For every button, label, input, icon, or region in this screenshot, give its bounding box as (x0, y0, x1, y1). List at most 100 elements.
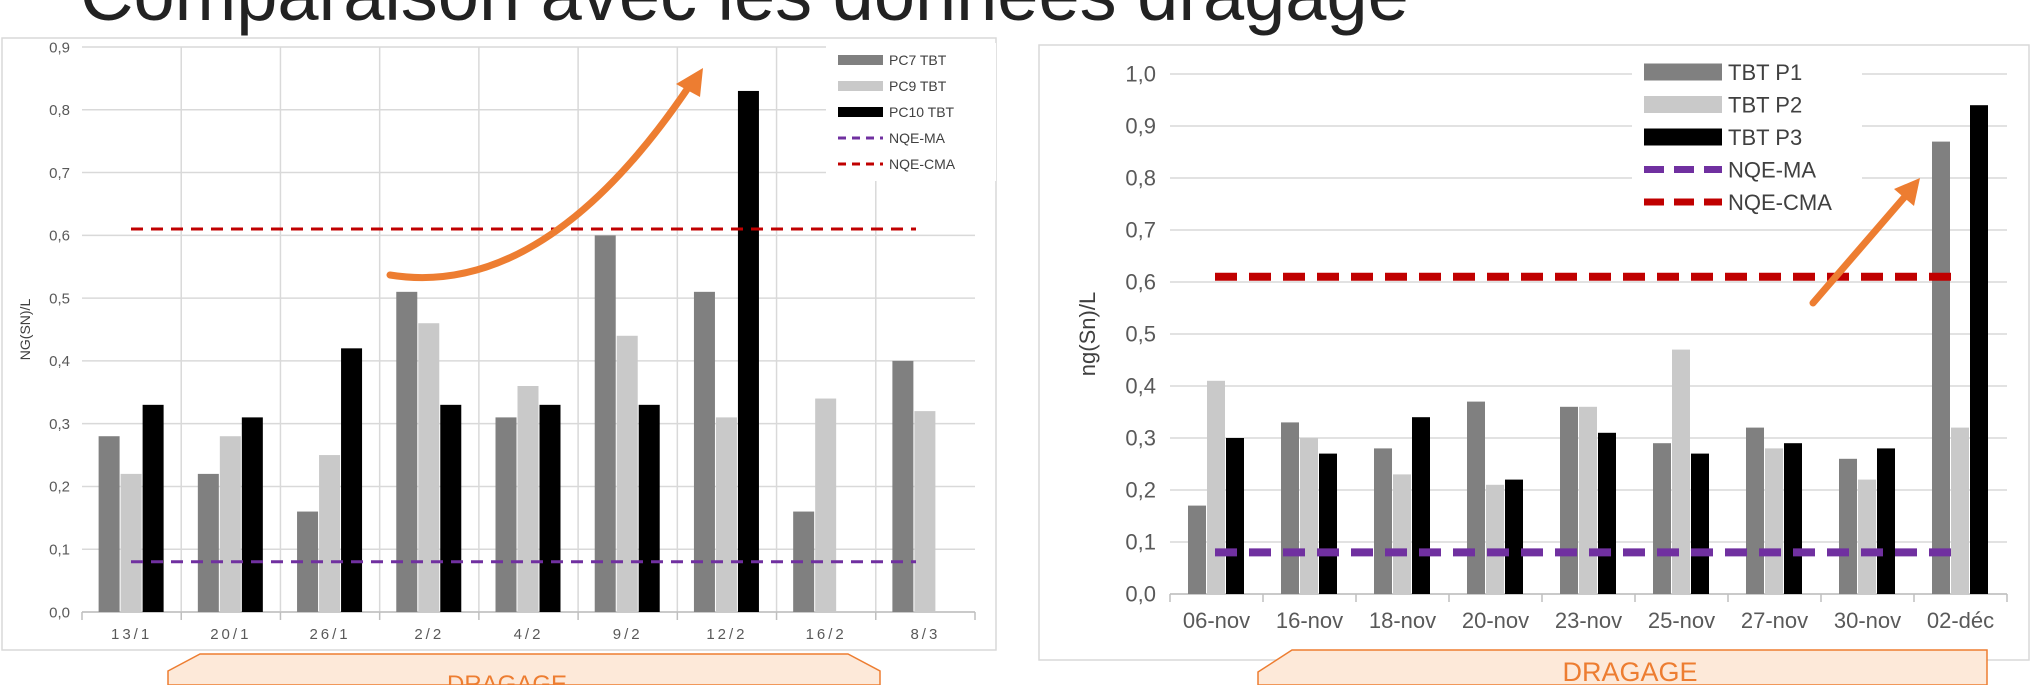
x-tick-label: 20-nov (1462, 608, 1529, 633)
bar-pc7-tbt (396, 291, 418, 612)
bar-pc10-tbt (241, 417, 263, 612)
legend-label: PC7 TBT (889, 52, 947, 68)
legend-label: NQE-MA (889, 130, 946, 146)
y-axis-label: ng(Sn)/L (1075, 292, 1100, 376)
trend-arrow (386, 81, 694, 282)
bar-tbt-p3 (1877, 448, 1895, 594)
bar-tbt-p3 (1598, 432, 1616, 594)
left-chart-panel: 0,0 0,1 0,2 0,3 0,4 0,5 0,6 0,7 0,8 0,9 13/1 20/1 26… (0, 0, 1000, 690)
legend-label: TBT P1 (1728, 60, 1802, 85)
y-tick-label: 0,2 (1125, 478, 1156, 503)
bar-pc9-tbt (319, 455, 341, 612)
legend-swatch (838, 81, 883, 91)
y-tick-label: 0,0 (49, 604, 70, 621)
bar-tbt-p1 (1932, 141, 1950, 594)
x-tick-label: 2/2 (414, 626, 444, 643)
bar-tbt-p1 (1653, 443, 1671, 594)
bar-tbt-p2 (1951, 427, 1969, 594)
bar-tbt-p3 (1970, 105, 1988, 594)
y-tick-label: 0,5 (49, 290, 70, 307)
x-tick-label: 13/1 (111, 626, 152, 643)
bar-pc9-tbt (120, 473, 142, 612)
bar-tbt-p2 (1486, 484, 1504, 594)
x-tick-label: 06-nov (1183, 608, 1250, 633)
bar-tbt-p3 (1784, 443, 1802, 594)
trend-arrow-head (676, 68, 703, 97)
bar-pc7-tbt (693, 291, 715, 612)
x-tick-label: 9/2 (613, 626, 643, 643)
legend-label: PC10 TBT (889, 104, 955, 120)
dredging-label: DRAGAGE (1562, 657, 1697, 685)
bar-tbt-p2 (1207, 380, 1225, 594)
y-tick-label: 0,4 (49, 353, 70, 370)
x-tick-label: 8/3 (910, 626, 940, 643)
bar-tbt-p3 (1226, 438, 1244, 594)
x-tick-label: 18-nov (1369, 608, 1436, 633)
x-tick-label: 26/1 (309, 626, 350, 643)
bar-pc7-tbt (197, 473, 219, 612)
bar-tbt-p1 (1281, 422, 1299, 594)
x-tick-label: 4/2 (514, 626, 544, 643)
legend-label: NQE-CMA (1728, 190, 1832, 215)
legend-swatch (838, 55, 883, 65)
legend-label: NQE-CMA (889, 156, 956, 172)
bar-tbt-p3 (1412, 417, 1430, 594)
y-tick-label: 0,7 (1125, 218, 1156, 243)
bar-tbt-p2 (1765, 448, 1783, 594)
bar-pc10-tbt (341, 348, 363, 612)
bar-pc7-tbt (892, 360, 914, 612)
trend-arrow-head (1894, 178, 1920, 206)
x-tick-label: 30-nov (1834, 608, 1901, 633)
bar-pc9-tbt (715, 417, 737, 612)
y-tick-label: 0,9 (1125, 114, 1156, 139)
y-tick-label: 0,1 (49, 541, 70, 558)
x-tick-label: 23-nov (1555, 608, 1622, 633)
x-tick-label: 27-nov (1741, 608, 1808, 633)
right-chart: 0,0 0,1 0,2 0,3 0,4 0,5 0,6 0,7 0,8 0,9 1,0 06-nov 1… (1038, 44, 2030, 687)
bar-pc9-tbt (418, 323, 440, 612)
y-tick-label: 0,3 (49, 416, 70, 433)
y-tick-label: 0,7 (49, 165, 70, 182)
bar-pc10-tbt (638, 404, 660, 612)
bar-tbt-p2 (1579, 406, 1597, 594)
legend-swatch (1644, 128, 1722, 146)
legend-label: NQE-MA (1728, 157, 1816, 182)
legend-label: TBT P2 (1728, 92, 1802, 117)
bar-pc10-tbt (142, 404, 164, 612)
bar-tbt-p2 (1300, 438, 1318, 594)
bar-tbt-p1 (1188, 505, 1206, 594)
y-tick-label: 0,8 (49, 102, 70, 119)
legend-label: PC9 TBT (889, 78, 947, 94)
dredging-label: DRAGAGE (447, 671, 567, 685)
bar-tbt-p1 (1467, 401, 1485, 594)
y-tick-label: 0,3 (1125, 426, 1156, 451)
bar-pc9-tbt (517, 386, 539, 612)
bar-pc10-tbt (737, 90, 759, 612)
bar-pc9-tbt (219, 436, 241, 612)
bar-pc9-tbt (616, 335, 638, 612)
y-tick-label: 0,5 (1125, 322, 1156, 347)
y-axis-label: NG(SN)/L (17, 299, 33, 361)
bar-pc10-tbt (440, 404, 462, 612)
legend-swatch (838, 107, 883, 117)
trend-arrow (1809, 189, 1912, 307)
x-tick-label: 20/1 (210, 626, 251, 643)
x-tick-label: 16-nov (1276, 608, 1343, 633)
left-chart: 0,0 0,1 0,2 0,3 0,4 0,5 0,6 0,7 0,8 0,9 13/1 20/1 26… (1, 37, 997, 690)
bar-pc7-tbt (594, 235, 616, 613)
x-tick-label: 12/2 (706, 626, 747, 643)
bar-pc9-tbt (815, 398, 837, 612)
legend-label: TBT P3 (1728, 125, 1802, 150)
legend-swatch (1644, 63, 1722, 81)
bar-tbt-p3 (1505, 479, 1523, 594)
bar-pc9-tbt (914, 411, 936, 612)
x-tick-label: 25-nov (1648, 608, 1715, 633)
bar-pc7-tbt (495, 417, 517, 612)
y-tick-label: 0,1 (1125, 530, 1156, 555)
x-tick-label: 02-déc (1927, 608, 1994, 633)
legend-swatch (1644, 96, 1722, 113)
y-tick-label: 0,2 (49, 479, 70, 496)
bar-pc7-tbt (297, 511, 319, 612)
bar-tbt-p1 (1746, 427, 1764, 594)
bar-tbt-p2 (1393, 474, 1411, 594)
